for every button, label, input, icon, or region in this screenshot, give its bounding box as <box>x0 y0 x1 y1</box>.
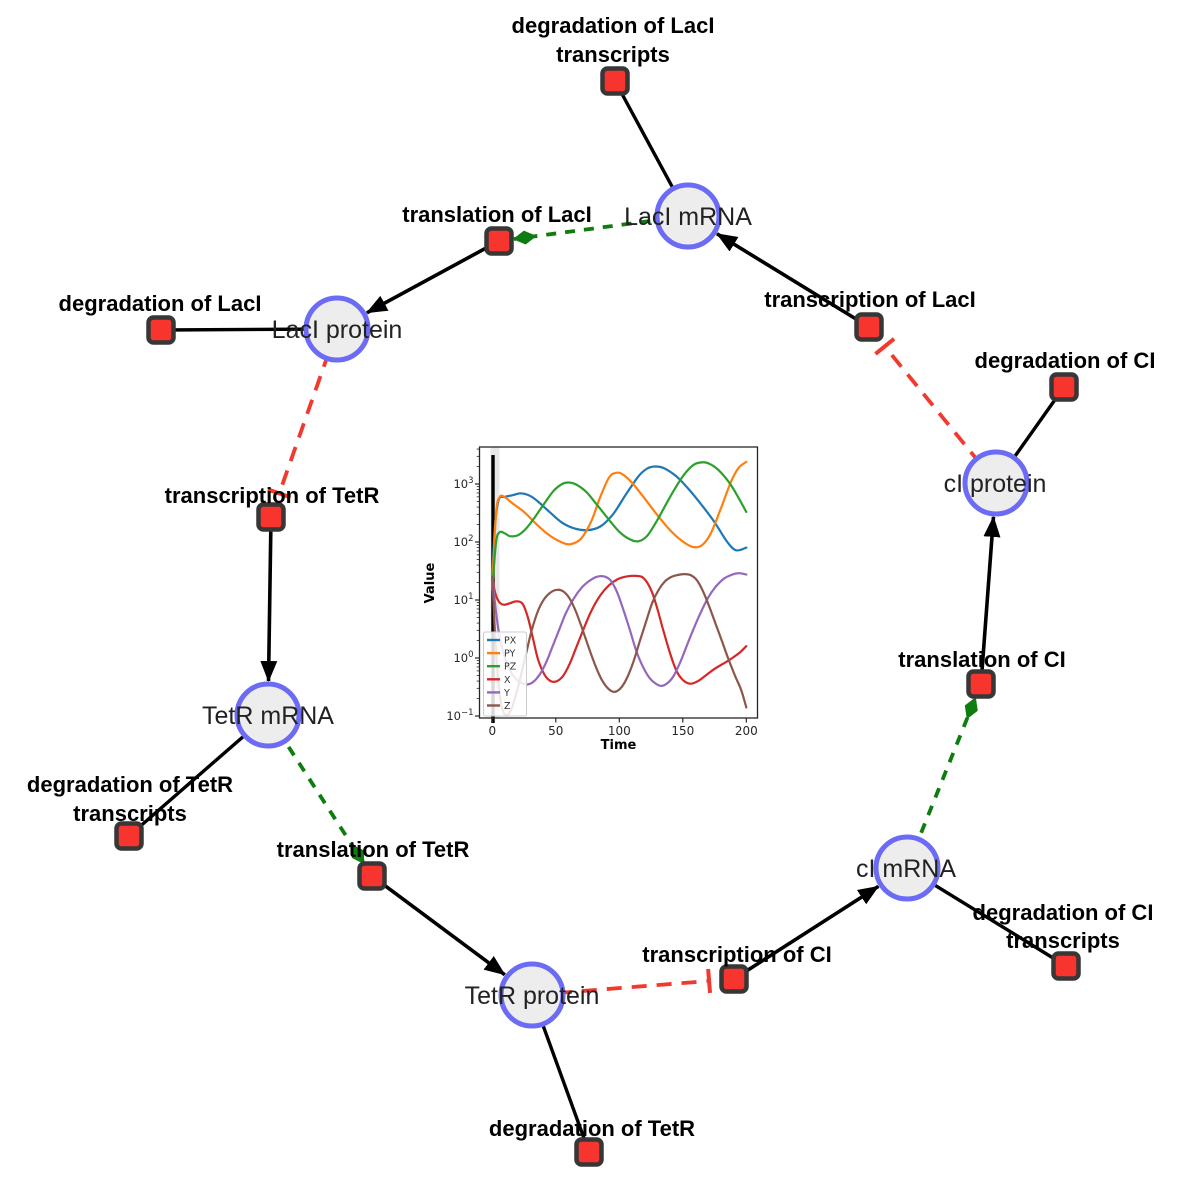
reaction-label-transcription-of-laci: transcription of LacI <box>764 287 975 312</box>
reaction-label-translation-of-laci: translation of LacI <box>402 202 591 227</box>
initial-transient-band <box>490 447 500 718</box>
series-line-PY <box>491 460 748 587</box>
legend-label-Y: Y <box>503 688 510 699</box>
species-label-ci-mrna: cI mRNA <box>856 855 956 883</box>
reaction-label-degradation-of-laci-transcripts: degradation of LacI <box>512 13 715 38</box>
species-label-ci-protein: cI protein <box>944 470 1047 498</box>
species-label-laci-mrna: LacI mRNA <box>624 203 752 231</box>
legend-entry-PY: PY <box>487 649 516 660</box>
x-tick-label: 150 <box>671 724 694 738</box>
reaction-label-degradation-of-tetr: degradation of TetR <box>489 1116 695 1141</box>
reaction-label-degradation-of-ci: degradation of CI <box>975 348 1156 373</box>
reaction-label-transcription-of-ci: transcription of CI <box>642 942 831 967</box>
edge-translation-of-tetr--tetr-protein <box>370 874 506 977</box>
reaction-node-transcription-of-ci[interactable] <box>719 964 749 994</box>
y-axis-label: Value <box>423 562 438 603</box>
x-tick-label: 100 <box>608 724 631 738</box>
species-node-tetr-mrna[interactable] <box>234 681 302 749</box>
y-tick-label: 100 <box>453 650 473 665</box>
legend-entry-Y: Y <box>487 688 510 699</box>
y-tick-label: 10−1 <box>446 708 473 723</box>
nodes-layer <box>114 66 1081 1167</box>
species-node-ci-mrna[interactable] <box>873 834 941 902</box>
series-line-PX <box>491 465 748 578</box>
species-node-laci-protein[interactable] <box>303 295 371 363</box>
reaction-node-transcription-of-tetr[interactable] <box>256 502 286 532</box>
reaction-node-degradation-of-laci-transcripts[interactable] <box>600 66 630 96</box>
reaction-node-degradation-of-tetr[interactable] <box>574 1137 604 1167</box>
reaction-label-degradation-of-tetr-transcripts: degradation of TetR <box>27 772 233 797</box>
x-axis-label: Time <box>601 738 637 753</box>
x-tick-label: 0 <box>488 724 496 738</box>
edge-ci-mrna--translation-of-ci <box>905 696 978 869</box>
reaction-node-translation-of-laci[interactable] <box>484 226 514 256</box>
legend-label-PZ: PZ <box>504 662 517 673</box>
edge-transcription-of-ci--ci-mrna <box>733 884 880 981</box>
reaction-label-degradation-of-ci-transcripts-line2: transcripts <box>1006 928 1120 953</box>
reaction-label-translation-of-tetr: translation of TetR <box>277 837 470 862</box>
reaction-node-degradation-of-tetr-transcripts[interactable] <box>114 821 144 851</box>
legend-entry-PX: PX <box>487 636 517 647</box>
reaction-label-translation-of-ci: translation of CI <box>898 647 1065 672</box>
species-label-tetr-mrna: TetR mRNA <box>202 702 334 730</box>
series-line-X <box>491 574 748 685</box>
species-node-tetr-protein[interactable] <box>498 961 566 1029</box>
reaction-label-degradation-of-laci-transcripts-line2: transcripts <box>556 42 670 67</box>
legend-label-X: X <box>504 675 511 686</box>
y-tick-label: 101 <box>453 592 473 607</box>
legend-entry-X: X <box>487 675 511 686</box>
edge-translation-of-ci--ci-protein <box>979 515 1001 685</box>
reaction-node-degradation-of-ci-transcripts[interactable] <box>1051 951 1081 981</box>
labels-layer: LacI mRNA LacI protein TetR mRNA TetR prote… <box>27 13 1156 1141</box>
y-tick-label: 103 <box>453 476 473 491</box>
species-label-laci-protein: LacI protein <box>272 316 403 344</box>
edge-translation-of-laci--laci-protein <box>365 239 500 315</box>
edge-transcription-of-tetr--tetr-mrna <box>260 516 278 683</box>
reaction-label-degradation-of-laci: degradation of LacI <box>59 291 262 316</box>
series-lines <box>491 460 748 717</box>
reaction-node-transcription-of-laci[interactable] <box>854 312 884 342</box>
reaction-node-degradation-of-laci[interactable] <box>146 315 176 345</box>
plot-ticks: 0 50 100 150 200 103 102 101 100 10−1 <box>446 448 758 738</box>
plot-legend: PX PY PZ XYZ <box>483 631 527 717</box>
legend-entry-Z: Z <box>487 701 511 712</box>
y-tick-label: 102 <box>453 534 473 549</box>
legend-entry-PZ: PZ <box>487 662 517 673</box>
reaction-node-degradation-of-ci[interactable] <box>1049 372 1079 402</box>
edge-transcription-of-laci--laci-mrna <box>716 232 870 329</box>
x-tick-label: 200 <box>735 724 758 738</box>
reaction-node-translation-of-ci[interactable] <box>966 669 996 699</box>
reaction-label-transcription-of-tetr: transcription of TetR <box>165 483 380 508</box>
species-label-tetr-protein: TetR protein <box>465 982 600 1010</box>
legend-label-Z: Z <box>504 701 511 712</box>
reaction-label-degradation-of-ci-transcripts: degradation of CI <box>973 900 1154 925</box>
legend-label-PX: PX <box>504 636 517 647</box>
x-tick-label: 50 <box>548 724 563 738</box>
reaction-label-degradation-of-tetr-transcripts-line2: transcripts <box>73 801 187 826</box>
series-line-PZ <box>491 461 748 591</box>
reaction-node-translation-of-tetr[interactable] <box>357 861 387 891</box>
legend-label-PY: PY <box>504 649 516 660</box>
species-node-laci-mrna[interactable] <box>654 182 722 250</box>
inset-plot: 0 50 100 150 20010310210110010−1TimeValuePXP… <box>423 446 759 753</box>
species-node-ci-protein[interactable] <box>962 449 1030 517</box>
